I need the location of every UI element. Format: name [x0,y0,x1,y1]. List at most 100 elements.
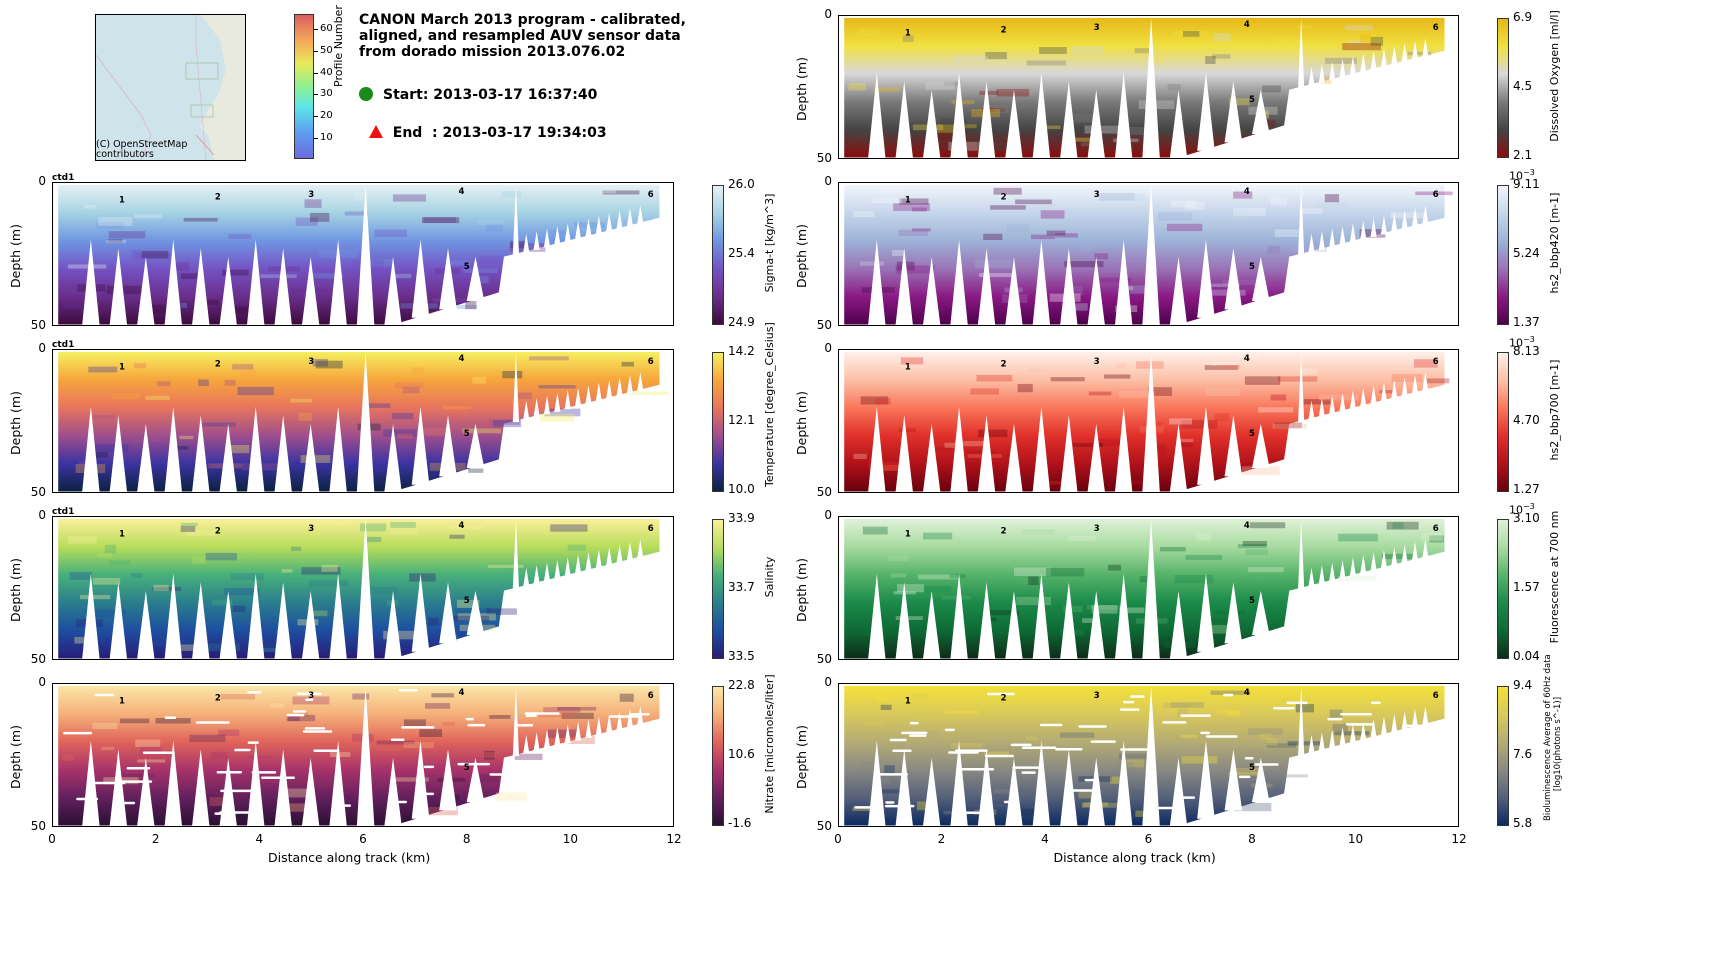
section-texture-patch [1248,742,1280,748]
section-texture-patch [422,806,458,816]
profile-gap [466,256,485,301]
profile-marker-label: 1 [905,530,911,540]
section-texture-patch [107,239,123,243]
axes-frame [52,182,674,326]
section-texture-patch [376,740,415,745]
profile-gap [1005,256,1023,326]
profile-gap [466,590,485,635]
profile-gap [564,390,571,410]
section-texture-patch [1421,532,1443,541]
section-texture-patch [232,605,246,613]
section-texture-patch [982,435,1010,442]
missing-data-dash [116,801,136,805]
profile-gap [977,81,996,159]
profile-gap [1114,72,1133,159]
missing-data-dash [423,765,435,769]
y-tick-label: 50 [816,318,832,332]
section-texture-patch [1234,802,1272,812]
profile-gap [543,562,551,582]
profile-gap [137,256,155,326]
y-tick-label: 0 [824,174,832,188]
section-texture-patch [192,556,207,564]
profile-gap [616,377,623,397]
section-texture-patch [1046,481,1063,485]
section-texture-patch [857,28,880,36]
section-texture-patch [402,386,420,394]
y-tick-label: 50 [30,318,46,332]
section-texture-patch [876,464,908,471]
section-texture-patch [134,252,173,260]
map-basemap [96,15,245,160]
colorbar-tick: 4.5 [1513,79,1533,93]
start-marker-icon [359,87,373,101]
profile-gap [274,415,292,493]
profile-gap [1411,374,1419,394]
profile-gap [1360,387,1367,407]
profile-gap [533,398,540,417]
section-texture-patch [900,357,924,365]
section-texture-patch [1222,279,1257,285]
profile-marker-label: 2 [215,360,221,370]
section-texture-patch [112,393,141,400]
profile-gap [384,757,402,827]
section-texture-patch [1277,376,1318,382]
x-tick-label: 12 [666,832,682,846]
profile-gap [191,582,210,660]
missing-data-dash [1340,712,1373,716]
section-field [844,518,1445,659]
section-texture-patch [171,644,208,651]
section-plot-sigmat: 1 2 3 4 5 6 ctd1 0 50 Depth (m) [8,173,674,332]
missing-data-dash [1123,700,1135,704]
profile-gap [512,685,520,757]
section-texture-patch [899,198,929,205]
section-texture-patch [1424,378,1450,384]
section-texture-patch [449,534,465,539]
profile-marker-label: 1 [905,29,911,39]
y-axis-label: Depth (m) [794,224,809,288]
missing-data-dash [220,789,255,793]
profile-gap [1401,544,1408,564]
profile-gap [356,351,375,493]
profile-colorbar-tick: 30 [314,88,333,100]
profile-gap [1252,757,1270,802]
colorbar-bbp700 [1497,352,1509,492]
y-tick-label: 50 [816,485,832,499]
section-texture-patch [487,564,524,568]
section-texture-patch [950,742,983,748]
profile-gap [384,423,402,493]
colorbar-tick: 6.9 [1513,10,1533,24]
section-texture-patch [1104,374,1131,379]
missing-data-dash [247,741,259,744]
section-texture-patch [456,599,480,608]
section-field [58,351,660,492]
section-texture-patch [1298,24,1312,30]
missing-data-dash [628,713,650,716]
section-texture-patch [478,774,499,783]
section-texture-patch [229,444,250,454]
section-texture-patch [1329,709,1343,718]
profile-gap [1252,89,1270,134]
colorbar-tick: 14.2 [728,344,755,358]
section-texture-patch [1088,391,1112,396]
section-texture-patch [1205,283,1240,288]
x-tick-label: 8 [1248,832,1256,846]
profile-gap [1224,415,1243,477]
ctd-label: ctd1 [52,340,75,350]
colorbar-tick: 9.4 [1513,678,1533,692]
profile-gap [301,757,320,827]
section-texture-patch [874,693,889,701]
section-texture-patch [1185,555,1223,560]
profile-gap [585,719,592,738]
section-texture-patch [1170,200,1197,208]
profile-gap [384,590,402,660]
section-texture-patch [1338,533,1378,542]
section-texture-patch [1176,443,1192,448]
profile-marker-label: 4 [1244,187,1250,197]
profile-gap [246,573,265,660]
missing-data-dash [1119,708,1140,711]
profile-gap [895,415,914,493]
section-texture-patch [540,413,575,422]
track-map: (C) OpenStreetMap contributors [95,14,246,161]
section-texture-patch [984,751,1009,755]
y-tick-label: 0 [38,341,46,355]
